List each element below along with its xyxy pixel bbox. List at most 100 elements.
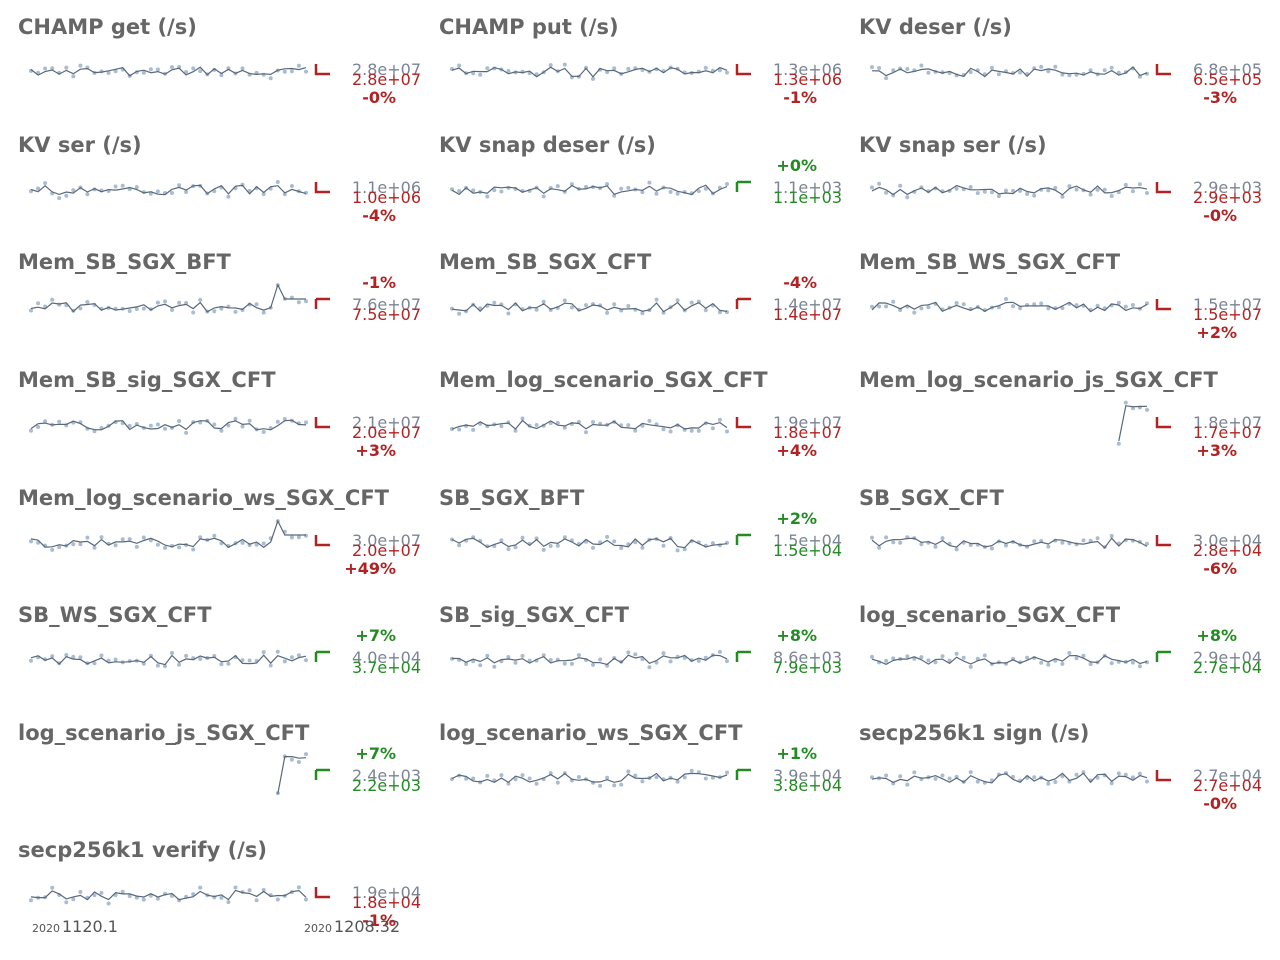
data-point [703,65,708,70]
data-point [275,180,280,184]
data-point [1053,185,1058,190]
data-point [57,419,62,424]
data-point [1130,775,1135,780]
data-point [1116,441,1121,446]
panel-title: log_scenario_ws_SGX_CFT [439,721,743,745]
sparkline-panel: KV snap ser (/s)2.9e+032.9e+03-0% [859,133,1262,225]
data-point [261,888,266,892]
current-value: 1.7e+07 [1193,423,1262,442]
panel-title: Mem_log_scenario_ws_SGX_CFT [18,486,390,510]
current-value: 1.3e+06 [773,70,842,89]
data-point [127,894,132,899]
series-line [451,419,728,430]
data-point [29,428,33,433]
baseline-value: 4.0e+04 [352,648,421,667]
data-point [29,658,33,663]
data-point [1109,194,1114,198]
trend-down-marker [314,535,330,547]
data-point [170,308,174,312]
data-point [120,537,125,542]
current-value: 1.1e+03 [773,188,842,207]
data-point [1011,304,1015,309]
data-point [520,653,525,658]
data-point [99,653,104,658]
trend-up-marker [735,180,751,192]
series-line [452,654,728,666]
trend-down-marker [314,182,330,194]
data-point [478,663,483,668]
data-point [717,417,722,422]
data-point [626,66,631,71]
data-point [1088,68,1093,73]
data-point [884,658,889,663]
baseline-value: 1.8e+07 [1193,413,1262,432]
data-point [71,74,76,79]
data-point [1074,656,1079,661]
data-point [1088,538,1093,543]
data-point [548,658,553,662]
percent-change: -4% [783,273,817,292]
sparkline-panel: Mem_log_scenario_ws_SGX_CFT 3.0e+072.0e+0… [18,486,421,578]
data-point [891,299,896,304]
data-point [240,540,245,545]
data-point [71,188,76,193]
data-point [177,662,182,667]
data-point [598,540,603,545]
data-point [877,304,882,309]
percent-change: -1% [362,911,396,930]
percent-change: +3% [1196,441,1237,460]
sparkline-panel: secp256k1 sign (/s)2.7e+042.7e+04-0% [859,721,1262,813]
baseline-value: 1.3e+06 [773,60,842,79]
data-point [163,426,167,431]
series-line [451,184,728,196]
data-point [954,186,959,191]
baseline-value: 3.0e+04 [1193,531,1262,550]
panel-title: Mem_log_scenario_js_SGX_CFT [859,368,1218,392]
data-point [905,195,910,200]
trend-down-marker [314,417,330,429]
trend-up-marker [735,297,751,309]
data-point [92,187,97,192]
data-point [884,76,889,81]
data-point [891,656,896,661]
data-point [99,535,104,540]
data-point [605,534,610,539]
panel-title: SB_sig_SGX_CFT [439,603,630,627]
baseline-value: 6.8e+05 [1193,60,1262,79]
data-point [1074,303,1079,308]
data-point [1046,306,1051,311]
data-point [548,544,553,548]
sparkline-panel: SB_sig_SGX_CFT 8.6e+037.9e+03 +8% [439,603,842,677]
data-point [50,885,55,890]
data-point [485,194,490,199]
data-point [1046,544,1051,549]
data-point [996,194,1001,199]
percent-change: +2% [776,509,817,528]
data-point [268,76,273,81]
data-point [1088,662,1093,667]
trend-down-marker [1155,770,1171,782]
series-line [277,756,307,795]
data-point [661,310,666,315]
data-point [219,73,224,78]
data-point [219,662,224,667]
data-point [457,427,462,432]
data-point [148,191,153,196]
series-line [30,654,307,666]
data-point [170,65,174,70]
data-point [884,304,889,309]
data-point [71,654,76,659]
data-point [254,302,259,307]
current-value: 2.8e+04 [1193,541,1262,560]
data-point [141,661,146,666]
panel-title: secp256k1 verify (/s) [18,838,267,862]
data-point [996,72,1001,77]
data-point [1067,651,1072,655]
data-point [1039,64,1044,69]
current-value: 3.8e+04 [773,776,842,795]
panel-title: KV ser (/s) [18,133,142,157]
data-point [576,775,581,779]
data-point [254,542,259,547]
data-point [50,297,55,302]
data-point [954,301,959,305]
